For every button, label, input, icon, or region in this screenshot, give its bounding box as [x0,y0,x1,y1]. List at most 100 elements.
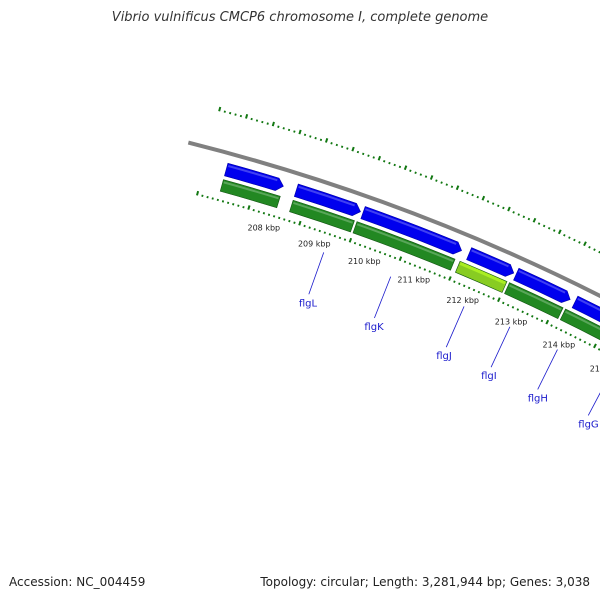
inner-tick [252,208,255,212]
gene-leader-line [587,392,600,416]
gene-label-flgG[interactable]: flgG [578,419,598,430]
outer-tick [507,206,511,212]
accession-text: Accession: NC_004459 [9,575,146,589]
forward-cds-feature[interactable] [293,183,361,217]
gene-leader-line [537,349,558,390]
inner-tick [368,247,372,250]
outer-tick [593,248,596,251]
outer-tick [517,213,520,216]
outer-tick [309,135,312,138]
gene-label-flgI[interactable]: flgI [481,371,497,382]
inner-tick [564,331,568,334]
outer-tick [522,215,526,219]
outer-tick [245,113,249,119]
inner-tick [403,260,407,264]
forward-cds-feature[interactable] [513,267,571,303]
inner-tick [482,292,486,296]
outer-tick [455,185,460,191]
outer-tick [282,127,285,130]
reverse-orf-feature[interactable] [219,179,281,209]
highlighted-orf-feature[interactable] [455,260,508,293]
inner-tick [531,315,534,318]
outer-tick [403,165,408,171]
outer-tick [314,136,317,140]
inner-tick [467,286,471,290]
forward-cds-feature[interactable] [466,247,515,277]
inner-tick [506,303,510,307]
inner-tick [363,245,367,249]
inner-tick [433,272,436,275]
outer-tick [277,125,280,128]
gene-label-flgJ[interactable]: flgJ [436,351,452,362]
outer-tick [450,185,454,188]
inner-tick [318,229,321,233]
inner-tick [477,290,481,294]
outer-tick [293,130,296,133]
outer-tick [553,229,556,232]
inner-tick [196,190,200,196]
kbp-tick-label: 208 kbp [248,223,281,232]
reverse-orf-feature[interactable] [504,282,564,319]
outer-tick [372,156,375,159]
kbp-tick-label: 212 kbp [446,296,479,305]
outer-tick [356,150,360,154]
inner-tick [516,308,520,311]
inner-tick [545,319,550,325]
outer-tick [583,241,587,247]
outer-tick [563,233,566,237]
gene-leader-line [490,326,511,368]
inner-tick [267,213,271,216]
reverse-orf-feature[interactable] [289,199,355,233]
kbp-tick-label: 213 kbp [495,317,528,326]
outer-tick [239,114,243,118]
outer-tick [502,206,505,210]
inner-tick [521,310,524,314]
kbp-tick-label: 214 kbp [543,340,576,349]
forward-cds-feature[interactable] [360,206,462,255]
outer-tick [527,217,531,221]
inner-tick [323,231,326,234]
outer-tick [471,193,474,197]
inner-tick [378,251,382,254]
outer-tick [568,236,571,239]
outer-tick [398,165,402,169]
inner-tick [408,262,412,265]
gene-label-flgK[interactable]: flgK [364,322,384,333]
outer-tick [340,145,344,148]
inner-tick [413,264,417,267]
outer-tick [445,183,448,186]
forward-cds-feature[interactable] [571,295,600,324]
outer-tick [324,138,329,143]
inner-tick [583,340,587,344]
outer-tick [367,154,370,157]
outer-tick [466,191,469,195]
outer-tick [229,111,232,115]
feature-sheen [518,270,566,294]
outer-tick [497,204,500,208]
outer-tick [218,106,222,112]
gene-label-flgH[interactable]: flgH [528,393,548,404]
feature-sheen [471,249,509,268]
outer-tick [330,142,333,145]
inner-tick [226,201,230,205]
outer-tick [512,211,515,214]
reverse-orf-feature[interactable] [559,308,600,341]
inner-tick [242,205,245,209]
inner-tick [472,288,476,292]
inner-tick [462,284,466,288]
inner-tick [293,221,296,224]
inner-tick [418,266,422,269]
inner-tick [232,203,235,206]
outer-tick-ring [218,106,600,254]
inner-tick [535,317,539,320]
inner-tick [398,256,403,262]
forward-cds-feature[interactable] [224,162,284,191]
outer-tick [388,161,391,165]
inner-tick [458,282,461,286]
gene-label-flgL[interactable]: flgL [299,298,318,309]
outer-tick [298,129,302,135]
reverse-orf-feature[interactable] [352,221,456,271]
outer-tick [383,159,386,163]
outer-tick [532,217,537,223]
